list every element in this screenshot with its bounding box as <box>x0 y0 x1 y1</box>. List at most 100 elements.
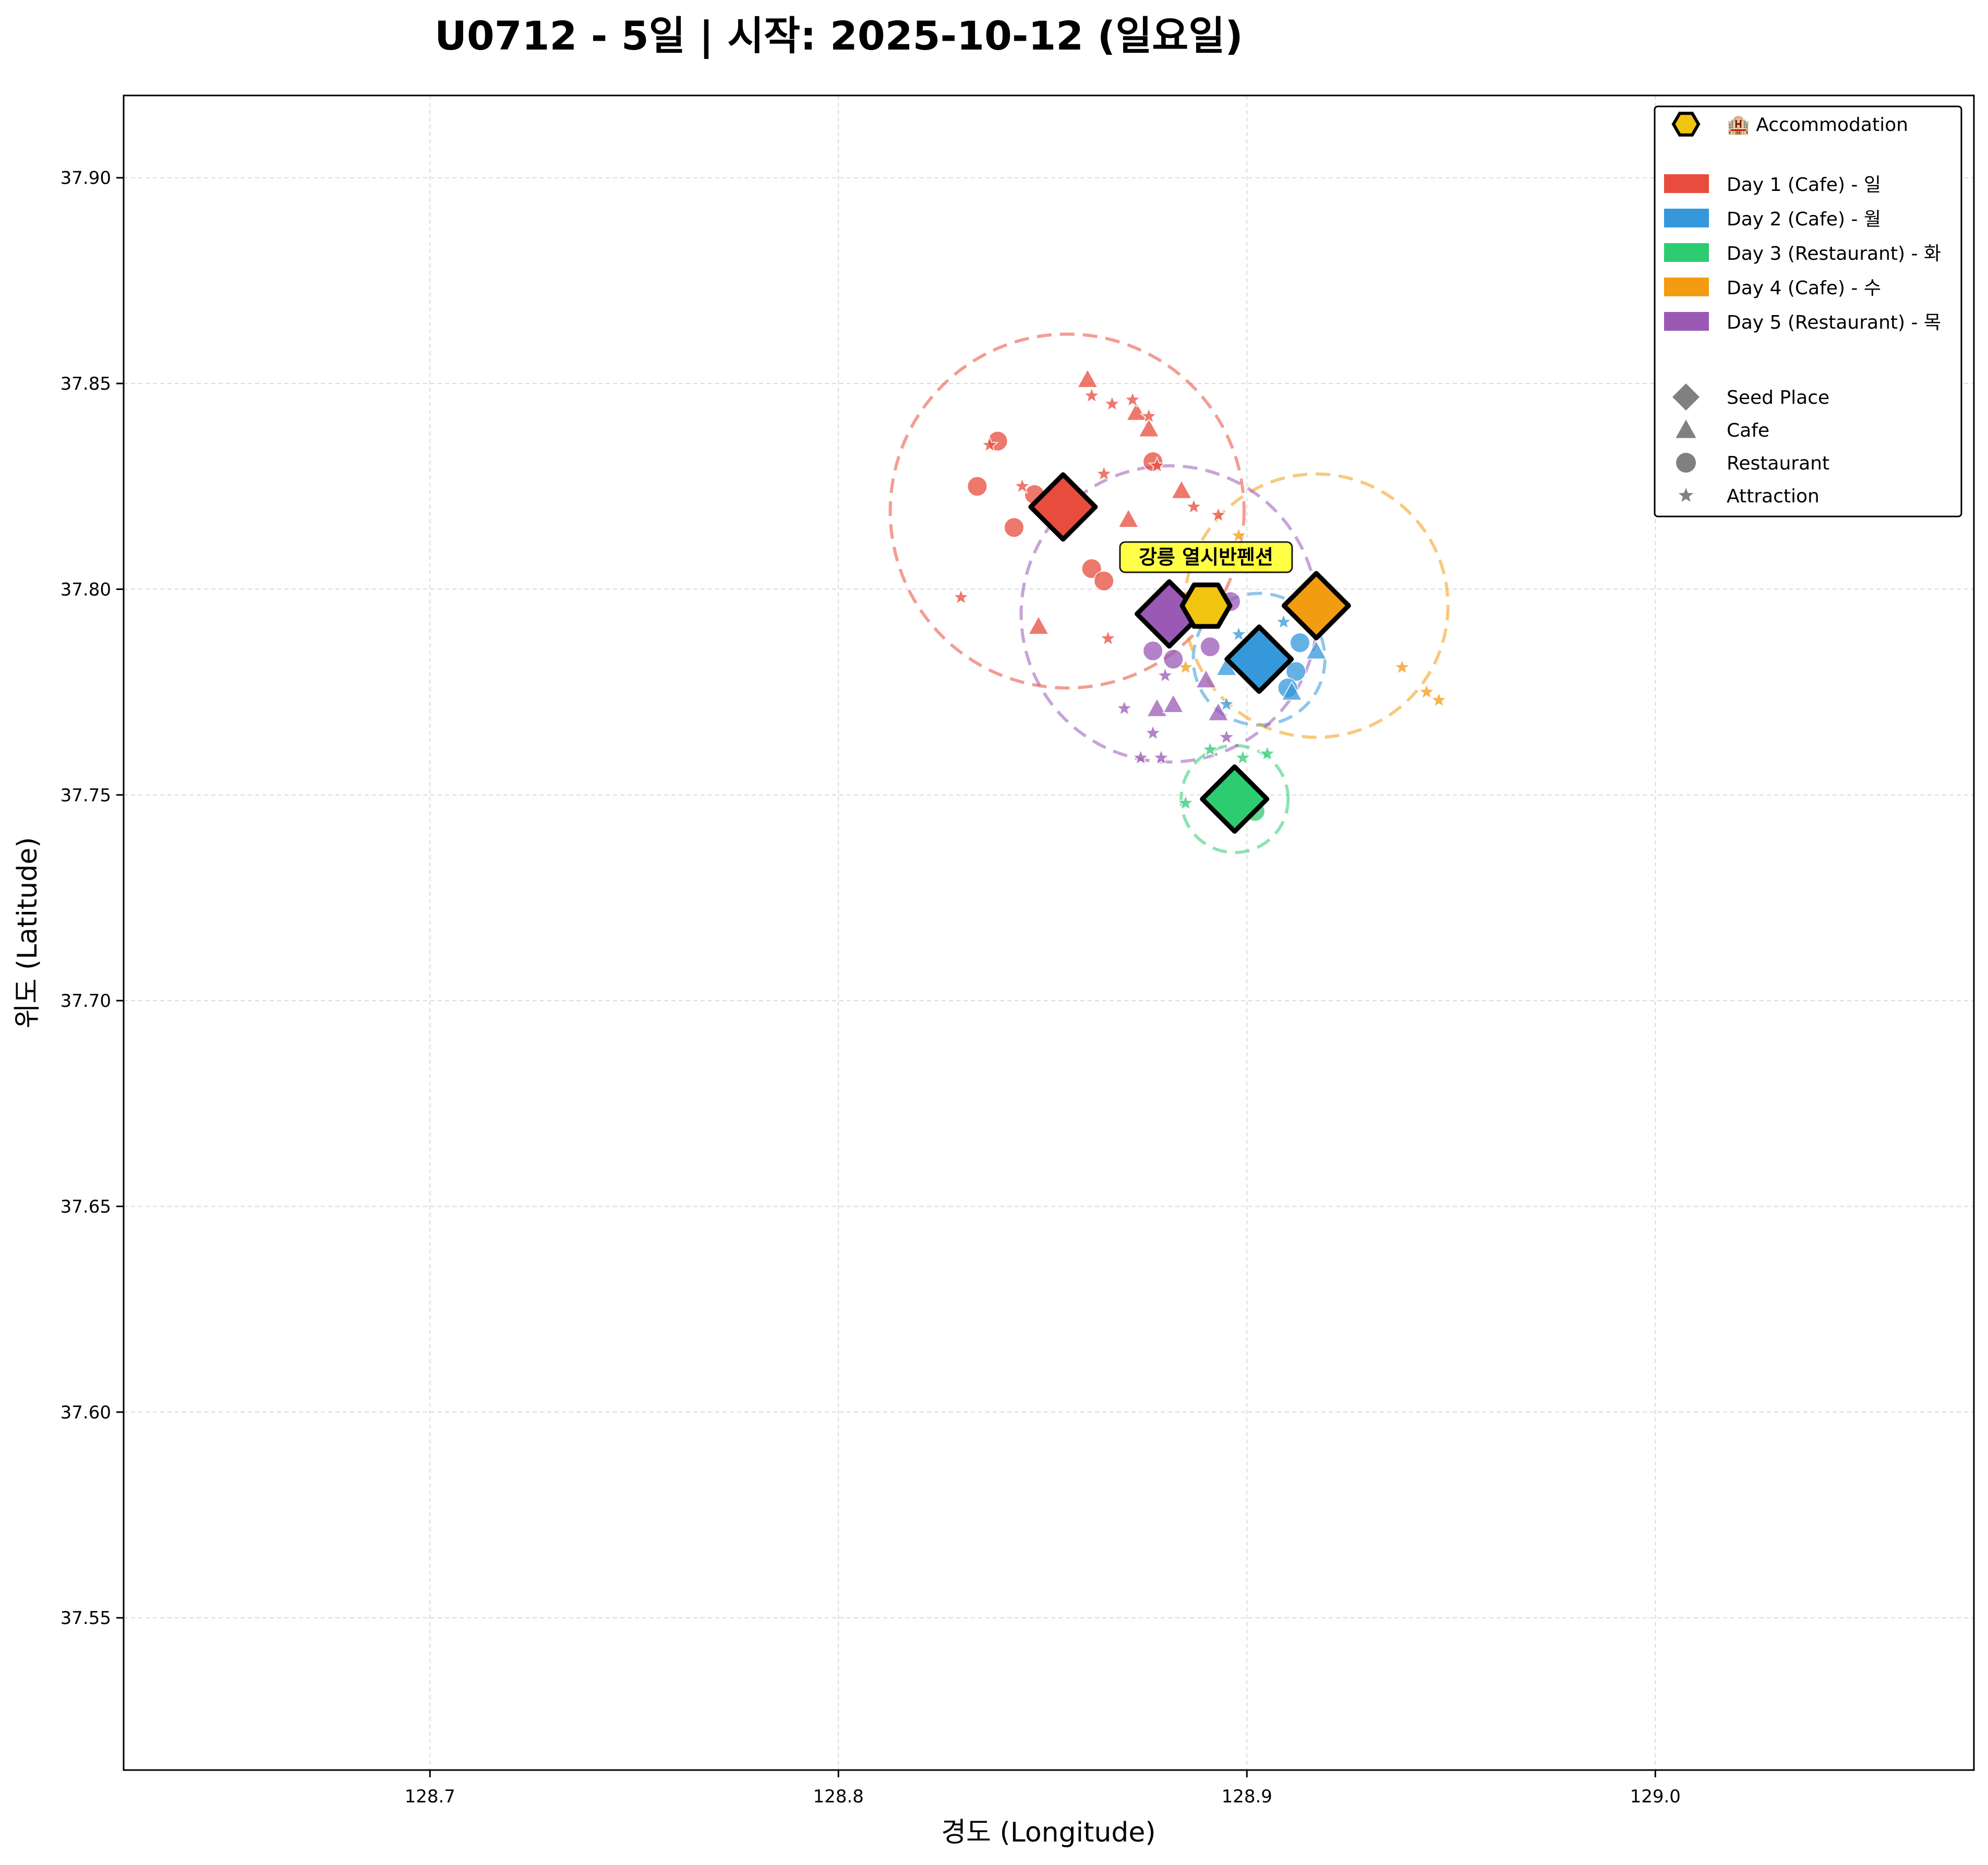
day-1-cafe-marker <box>1138 417 1160 438</box>
day-1-restaurant-marker <box>967 476 988 497</box>
x-tick-label: 128.7 <box>405 1786 455 1807</box>
day-1-attraction-marker <box>1013 476 1032 495</box>
day-1-cafe-marker <box>1170 479 1193 499</box>
day-4-attraction-marker <box>1417 682 1436 700</box>
day-1-attraction-marker <box>1148 455 1166 474</box>
day-2-attraction-marker <box>1274 612 1293 630</box>
legend-restaurant-label: Restaurant <box>1727 453 1829 474</box>
day-2-seed-marker <box>1224 624 1294 694</box>
day-1-attraction-marker <box>1082 386 1101 404</box>
y-tick-label: 37.85 <box>61 374 111 394</box>
legend-day-2-swatch <box>1664 209 1709 227</box>
legend-day-4-label: Day 4 (Cafe) - 수 <box>1727 278 1881 299</box>
y-axis-ticks: 37.55 37.60 37.65 37.70 37.75 37.80 37.85 37.90 <box>61 168 124 1629</box>
legend-day-5-label: Day 5 (Restaurant) - 목 <box>1727 312 1941 333</box>
day-5-attraction-marker <box>1151 748 1171 766</box>
day-1-attraction-marker <box>1094 464 1114 482</box>
day-1-restaurant-marker <box>1093 570 1115 592</box>
legend-seed-marker <box>1672 383 1700 411</box>
y-tick-label: 37.90 <box>61 168 111 189</box>
y-tick-label: 37.60 <box>61 1402 111 1423</box>
day-5-cafe-marker <box>1207 701 1230 721</box>
legend-day-3-label: Day 3 (Restaurant) - 화 <box>1727 243 1941 264</box>
chart-title: U0712 - 5일 | 시작: 2025-10-12 (일요일) <box>435 13 1243 59</box>
legend-day-2-label: Day 2 (Cafe) - 월 <box>1727 209 1881 230</box>
day-1-attraction-marker <box>1184 497 1203 515</box>
legend-accommodation-label: 🏨 Accommodation <box>1727 114 1908 136</box>
accommodation-label: 강릉 열시반펜션 <box>1139 546 1273 569</box>
day-1-seed-marker <box>1028 472 1098 542</box>
day-3-seed-marker <box>1200 764 1270 834</box>
day-1-attraction-marker <box>1139 406 1159 425</box>
day-4-attraction-marker <box>1392 657 1412 676</box>
day-3-attraction-marker <box>1176 793 1195 811</box>
legend-day-5-swatch <box>1664 312 1709 331</box>
day-2-attraction-marker <box>1229 624 1248 643</box>
y-axis-label: 위도 (Latitude) <box>12 837 43 1029</box>
day-1-restaurant-marker <box>1003 517 1025 538</box>
x-axis-label: 경도 (Longitude) <box>941 1817 1155 1848</box>
day-5-restaurant-marker <box>1142 640 1164 661</box>
day-5-cafe-marker <box>1162 693 1185 713</box>
accommodation-label-box <box>1119 541 1293 573</box>
legend-attraction-marker <box>1678 488 1694 502</box>
day-5-restaurant-marker <box>1163 648 1184 670</box>
legend-box <box>1654 105 1962 518</box>
day-2-restaurant-marker <box>1285 661 1307 682</box>
day-1-cafe-marker <box>1117 508 1140 528</box>
legend-day-4-swatch <box>1664 278 1709 296</box>
legend-attraction-label: Attraction <box>1727 486 1820 507</box>
legend: 🏨 Accommodation Day 1 (Cafe) - 일 Day 2 (Ca… <box>1654 105 1962 518</box>
legend-restaurant-marker <box>1676 453 1696 473</box>
legend-accommodation-marker <box>1671 112 1701 137</box>
legend-day-1-swatch <box>1664 174 1709 193</box>
y-tick-label: 37.55 <box>61 1608 111 1629</box>
legend-cafe-marker <box>1676 419 1696 438</box>
x-axis-ticks: 128.7 128.8 128.9 129.0 <box>405 1770 1681 1807</box>
accommodation-marker-group: 강릉 열시반펜션 <box>1119 541 1293 629</box>
day-4-seed-marker <box>1281 571 1351 641</box>
y-tick-label: 37.70 <box>61 991 111 1012</box>
day-3-radius-circle <box>1179 744 1290 855</box>
day-1-attraction-marker <box>980 435 999 453</box>
day-5-attraction-marker <box>1131 748 1150 766</box>
day-1-attraction-marker <box>1123 390 1142 408</box>
day-3-attraction-marker <box>1258 744 1277 762</box>
accommodation-marker <box>1179 582 1233 629</box>
day-2-cafe-marker <box>1281 681 1303 701</box>
day-5-attraction-marker <box>1115 699 1134 717</box>
y-tick-label: 37.65 <box>61 1196 111 1217</box>
day-1-attraction-marker <box>1102 394 1122 412</box>
day-2-attraction-marker <box>1217 694 1236 713</box>
plot-frame <box>123 94 1975 1771</box>
day-5-cafe-marker <box>1146 697 1168 717</box>
y-tick-label: 37.80 <box>61 579 111 600</box>
x-tick-label: 128.8 <box>813 1786 864 1807</box>
day-3-attraction-marker <box>1200 740 1220 758</box>
day-2-cafe-marker <box>1305 640 1328 660</box>
day-1-radius-circle <box>888 332 1246 690</box>
day-5-attraction-marker <box>1155 666 1175 684</box>
day-5-attraction-marker <box>1217 727 1236 745</box>
day-4-attraction-marker <box>1429 690 1449 708</box>
day-3-attraction-marker <box>1233 748 1252 766</box>
day-1-attraction-marker <box>1209 505 1228 523</box>
legend-day-3-swatch <box>1664 243 1709 262</box>
x-tick-label: 129.0 <box>1630 1786 1681 1807</box>
legend-cafe-label: Cafe <box>1727 420 1769 441</box>
y-tick-label: 37.75 <box>61 785 111 806</box>
legend-seed-label: Seed Place <box>1727 387 1829 408</box>
legend-day-1-label: Day 1 (Cafe) - 일 <box>1727 174 1881 196</box>
day-2-restaurant-marker <box>1290 632 1311 653</box>
day-5-restaurant-marker <box>1199 636 1221 657</box>
x-tick-label: 128.9 <box>1222 1786 1272 1807</box>
day-1-attraction-marker <box>1099 629 1118 647</box>
day-1-cafe-marker <box>1125 401 1148 421</box>
day-4-attraction-marker <box>1229 526 1248 544</box>
day-5-cafe-marker <box>1195 668 1218 689</box>
day-5-attraction-marker <box>1143 723 1163 741</box>
day-1-cafe-marker <box>1076 368 1099 388</box>
day-1-cafe-marker <box>1027 615 1050 635</box>
day-1-attraction-marker <box>951 587 971 606</box>
